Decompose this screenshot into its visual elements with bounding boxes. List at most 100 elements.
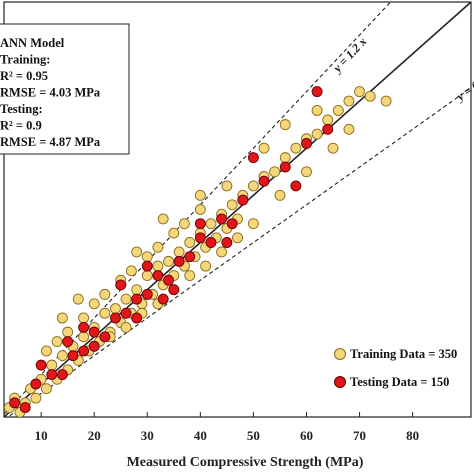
- training-point: [168, 227, 180, 239]
- training-point: [163, 255, 174, 267]
- data-points: [4, 86, 392, 417]
- testing-point: [279, 161, 291, 173]
- training-point: [78, 312, 90, 324]
- training-point: [56, 312, 68, 324]
- testing-point: [301, 138, 312, 149]
- training-point: [258, 142, 270, 154]
- testing-point: [62, 336, 74, 347]
- training-point: [194, 189, 206, 201]
- testing-point: [141, 288, 153, 300]
- training-point: [343, 95, 355, 107]
- info-box-line: R² = 0.95: [0, 69, 48, 83]
- reference-line-slope-0-8: [7, 87, 471, 417]
- training-point: [109, 303, 121, 314]
- testing-point: [131, 293, 143, 305]
- x-tick-label: 40: [194, 428, 207, 443]
- legend: Training Data = 350 Testing Data = 150: [334, 347, 457, 389]
- training-point: [205, 218, 217, 230]
- training-point: [216, 246, 228, 258]
- testing-point: [109, 312, 121, 324]
- info-box-line: Testing:: [0, 102, 43, 116]
- x-tick-label: 50: [247, 428, 260, 443]
- training-point: [311, 105, 323, 116]
- training-point: [332, 105, 344, 116]
- training-point: [247, 218, 259, 230]
- testing-point: [194, 218, 206, 230]
- testing-point: [226, 218, 238, 230]
- info-box-line: R² = 0.9: [0, 119, 42, 133]
- testing-point: [258, 175, 270, 187]
- training-point: [364, 90, 376, 102]
- testing-point: [152, 270, 164, 281]
- training-point: [78, 331, 90, 343]
- training-point: [178, 218, 190, 230]
- legend-marker-training: [334, 348, 346, 360]
- training-point: [279, 119, 291, 131]
- legend-label-training: Training Data = 350: [350, 347, 457, 361]
- testing-point: [168, 284, 180, 296]
- training-point: [194, 204, 206, 215]
- testing-point: [30, 378, 42, 390]
- testing-point: [221, 237, 233, 248]
- training-point: [322, 114, 334, 126]
- training-point: [152, 260, 164, 272]
- x-tick-label: 60: [300, 428, 313, 443]
- testing-point: [311, 86, 323, 98]
- testing-point: [173, 255, 185, 267]
- training-point: [184, 270, 196, 281]
- testing-point: [157, 293, 169, 305]
- training-point: [152, 241, 164, 253]
- training-point: [120, 293, 132, 305]
- training-point: [141, 251, 153, 263]
- info-box-line: Training:: [0, 53, 50, 67]
- training-point: [41, 345, 52, 357]
- training-point: [327, 142, 339, 154]
- training-point: [226, 199, 238, 211]
- training-point: [131, 246, 143, 258]
- training-point: [88, 298, 100, 310]
- x-axis-ticks: 10 20 30 40 50 60 70 80: [35, 412, 419, 443]
- training-point: [343, 123, 355, 135]
- x-tick-label: 20: [88, 428, 101, 443]
- training-point: [221, 180, 233, 192]
- testing-point: [46, 369, 58, 381]
- training-point: [99, 307, 111, 319]
- training-point: [51, 336, 63, 347]
- testing-point: [35, 359, 47, 371]
- training-point: [290, 142, 302, 154]
- testing-point: [67, 350, 79, 362]
- training-point: [173, 246, 185, 258]
- testing-point: [184, 251, 196, 263]
- training-point: [46, 359, 58, 371]
- testing-point: [115, 279, 127, 291]
- testing-point: [216, 213, 228, 225]
- info-box-line: ANN Model: [0, 36, 65, 50]
- training-point: [41, 383, 52, 395]
- training-point: [354, 86, 366, 98]
- training-point: [72, 293, 84, 305]
- training-point: [274, 189, 286, 201]
- training-point: [62, 326, 74, 338]
- legend-label-testing: Testing Data = 150: [350, 375, 449, 389]
- training-point: [232, 232, 243, 244]
- training-point: [141, 270, 153, 281]
- training-point: [269, 166, 281, 178]
- training-point: [120, 321, 132, 333]
- testing-point: [78, 321, 90, 333]
- training-point: [56, 350, 68, 362]
- testing-point: [290, 180, 302, 192]
- training-point: [131, 284, 143, 296]
- testing-point: [194, 232, 206, 244]
- training-point: [279, 152, 291, 164]
- training-point: [30, 392, 42, 404]
- training-point: [301, 166, 312, 178]
- testing-point: [247, 152, 259, 164]
- testing-point: [19, 402, 31, 414]
- x-tick-label: 30: [141, 428, 154, 443]
- testing-point: [88, 340, 100, 352]
- testing-point: [9, 397, 21, 409]
- legend-marker-testing: [334, 376, 346, 388]
- testing-point: [88, 326, 100, 338]
- testing-point: [163, 274, 174, 286]
- testing-point: [237, 194, 249, 206]
